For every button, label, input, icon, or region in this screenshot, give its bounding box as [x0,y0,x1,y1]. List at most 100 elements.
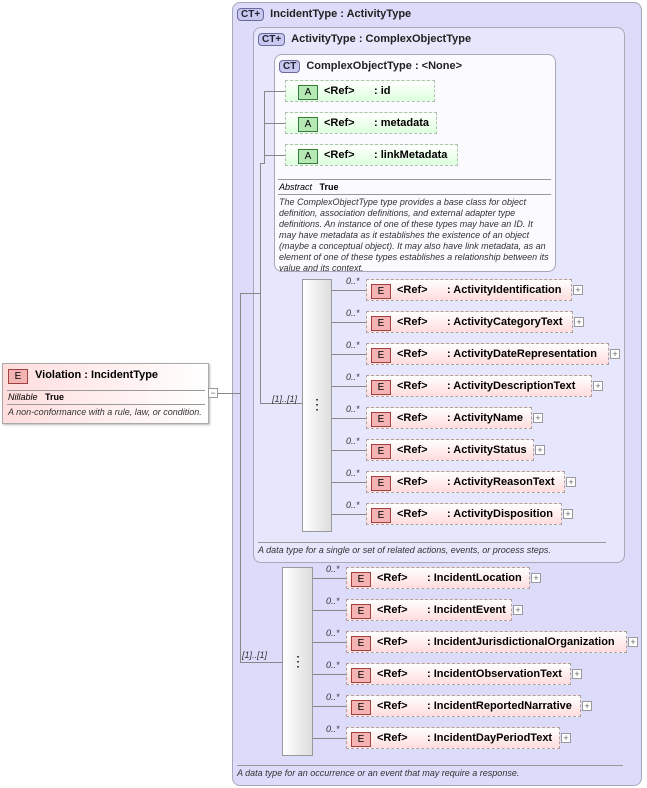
multiplicity: 0..* [346,308,360,318]
multiplicity: 0..* [346,340,360,350]
expand-button[interactable]: + [533,413,543,423]
expand-button[interactable]: + [513,605,523,615]
element-icon: E [371,316,391,331]
element-name: : ActivityStatus [447,444,527,456]
element-IncidentDayPeriodText[interactable]: E <Ref>: IncidentDayPeriodText [346,727,560,749]
element-icon: E [371,444,391,459]
complex-type-extension-icon: CT+ [258,33,286,46]
expand-button[interactable]: + [628,637,638,647]
element-ActivityCategoryText[interactable]: E <Ref>: ActivityCategoryText [366,311,573,333]
sequence-compositor-activity[interactable]: ⋮ [302,279,332,532]
element-icon: E [371,284,391,299]
connector-line [264,91,285,92]
element-ActivityDateRepresentation[interactable]: E <Ref>: ActivityDateRepresentation [366,343,609,365]
incident-type-description: A data type for an occurrence or an even… [237,768,520,778]
connector-line [311,706,346,707]
connector-line [260,403,302,404]
nillable-label: Nillable [8,392,38,402]
complex-type-extension-icon: CT+ [237,8,265,21]
activity-type-description: A data type for a single or set of relat… [258,545,551,555]
connector-line [311,642,346,643]
activity-sequence-multiplicity: [1]..[1] [272,394,298,404]
collapse-button[interactable]: − [208,388,218,398]
complex-type-icon: CT [279,60,301,73]
element-icon: E [371,412,391,427]
multiplicity: 0..* [346,436,360,446]
element-ActivityDescriptionText[interactable]: E <Ref>: ActivityDescriptionText [366,375,592,397]
element-IncidentReportedNarrative[interactable]: E <Ref>: IncidentReportedNarrative [346,695,581,717]
expand-button[interactable]: + [566,477,576,487]
sequence-compositor-incident[interactable]: ⋮ [282,567,313,756]
element-IncidentJurisdictionalOrganization[interactable]: E <Ref> : IncidentJurisdictionalOrganizati… [346,631,627,653]
activity-type-title: ActivityType : ComplexObjectType [291,33,472,45]
abstract-value: True [319,182,339,192]
multiplicity: 0..* [346,372,360,382]
divider [7,404,205,405]
element-name: : ActivityName [447,412,524,424]
element-name: : IncidentDayPeriodText [427,732,553,744]
expand-button[interactable]: + [593,381,603,391]
element-name: : ActivityDescriptionText [447,380,576,392]
violation-description: A non-conformance with a rule, law, or c… [8,407,202,417]
connector-line [331,290,366,291]
connector-line [331,386,366,387]
connector-line [311,610,346,611]
element-ref: <Ref> [377,636,408,648]
abstract-label: Abstract [279,182,313,192]
element-ref: <Ref> [397,508,428,520]
divider [278,179,551,180]
attribute-ref: <Ref> [324,117,355,129]
element-name: : ActivityDisposition [447,508,553,520]
attribute-metadata[interactable]: A <Ref>: metadata [285,112,437,134]
element-name: : ActivityReasonText [447,476,555,488]
element-icon: E [8,369,28,384]
connector-line [240,293,261,294]
incident-type-title: IncidentType : ActivityType [270,8,412,20]
expand-button[interactable]: + [561,733,571,743]
element-ActivityReasonText[interactable]: E <Ref>: ActivityReasonText [366,471,565,493]
element-icon: E [351,668,371,683]
element-ref: <Ref> [397,476,428,488]
attribute-id[interactable]: A <Ref>: id [285,80,435,102]
connector-line [331,514,366,515]
element-ref: <Ref> [397,348,428,360]
expand-button[interactable]: + [573,285,583,295]
element-name: : IncidentReportedNarrative [427,700,572,712]
element-icon: E [351,700,371,715]
expand-button[interactable]: + [563,509,573,519]
element-ref: <Ref> [377,668,408,680]
multiplicity: 0..* [326,564,340,574]
element-ref: <Ref> [377,604,408,616]
element-ActivityDisposition[interactable]: E <Ref>: ActivityDisposition [366,503,562,525]
nillable-value: True [45,392,65,402]
connector-line [311,674,346,675]
element-ActivityName[interactable]: E <Ref>: ActivityName [366,407,532,429]
connector-line [260,293,261,403]
complex-object-type-title: ComplexObjectType : <None> [306,60,463,72]
expand-button[interactable]: + [582,701,592,711]
attribute-linkMetadata[interactable]: A <Ref>: linkMetadata [285,144,458,166]
multiplicity: 0..* [326,596,340,606]
connector-line [331,322,366,323]
connector-line [240,662,282,663]
element-name: : IncidentJurisdictionalOrganization [427,636,615,648]
violation-element-box[interactable]: E Violation : IncidentType Nillable True… [2,363,209,424]
multiplicity: 0..* [346,404,360,414]
element-IncidentLocation[interactable]: E <Ref>: IncidentLocation [346,567,530,589]
element-name: : ActivityIdentification [447,284,562,296]
element-ActivityStatus[interactable]: E <Ref>: ActivityStatus [366,439,534,461]
element-name: : IncidentObservationText [427,668,562,680]
element-ActivityIdentification[interactable]: E <Ref>: ActivityIdentification [366,279,572,301]
multiplicity: 0..* [326,628,340,638]
connector-line [311,578,346,579]
element-IncidentObservationText[interactable]: E <Ref> : IncidentObservationText [346,663,571,685]
element-IncidentEvent[interactable]: E <Ref>: IncidentEvent [346,599,512,621]
expand-button[interactable]: + [574,317,584,327]
expand-button[interactable]: + [572,669,582,679]
expand-button[interactable]: + [535,445,545,455]
expand-button[interactable]: + [531,573,541,583]
expand-button[interactable]: + [610,349,620,359]
element-icon: E [351,636,371,651]
element-icon: E [351,604,371,619]
divider [258,542,606,543]
